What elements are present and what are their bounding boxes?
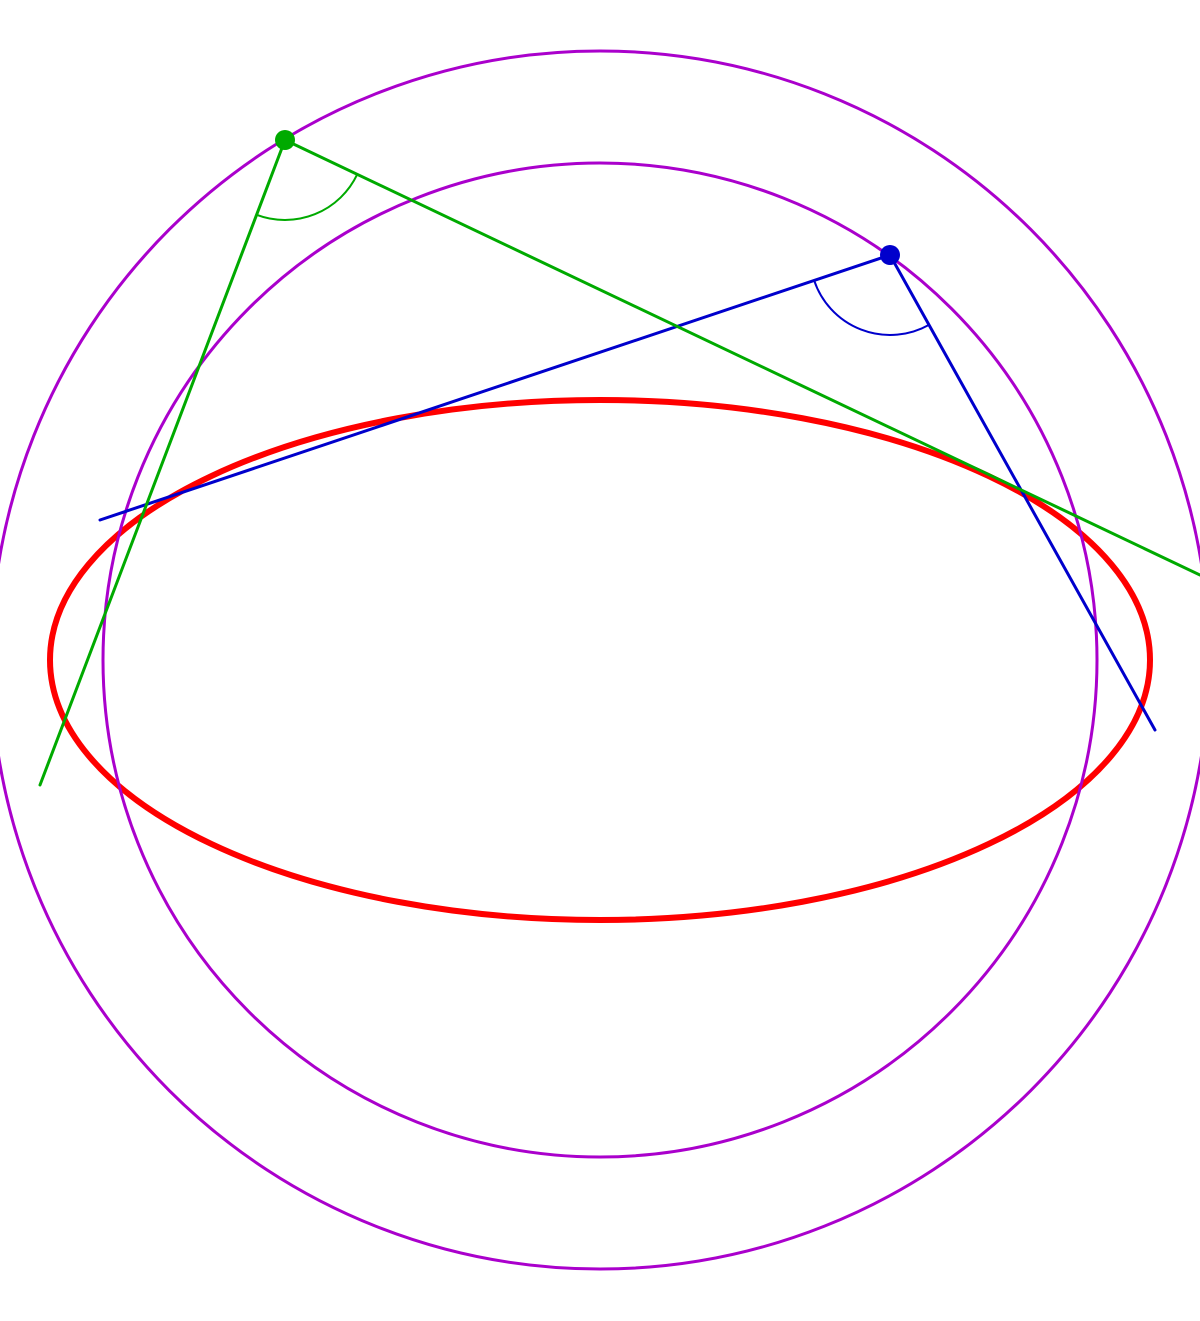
ellipse — [50, 400, 1150, 920]
green-vertex-point — [275, 130, 295, 150]
green-tangent-2 — [285, 140, 1200, 575]
blue-tangent-2 — [890, 255, 1155, 730]
inner-isoptic-circle — [103, 163, 1097, 1157]
diagram-root — [0, 51, 1200, 1269]
diagram-canvas — [0, 0, 1200, 1321]
blue-angle-arc — [814, 280, 929, 335]
blue-tangent-1 — [100, 255, 890, 520]
green-angle-arc — [257, 174, 358, 220]
blue-vertex-point — [880, 245, 900, 265]
outer-isoptic-circle — [0, 51, 1200, 1269]
